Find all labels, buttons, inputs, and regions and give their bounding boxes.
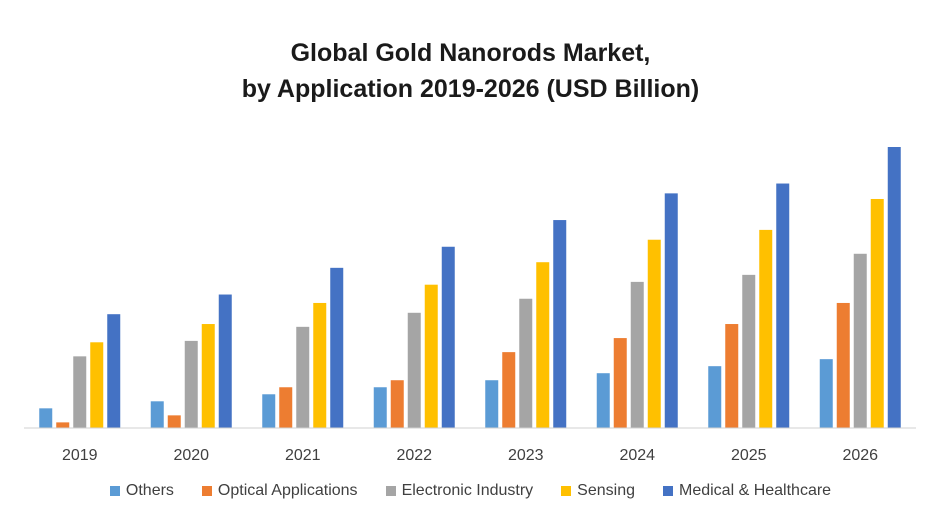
bar-medical-healthcare-2024: [664, 193, 678, 428]
bar-optical-applications-2021: [279, 387, 293, 428]
bar-others-2025: [708, 366, 722, 428]
bar-optical-applications-2026: [836, 302, 850, 428]
bar-optical-applications-2024: [613, 338, 627, 428]
bar-sensing-2022: [424, 284, 438, 428]
bar-electronic-industry-2021: [296, 326, 310, 428]
bar-medical-healthcare-2021: [330, 267, 344, 428]
x-tick-label: 2020: [173, 447, 209, 464]
bar-medical-healthcare-2020: [218, 294, 232, 428]
bar-electronic-industry-2022: [407, 312, 421, 428]
bar-others-2026: [819, 359, 833, 428]
chart-legend: Others Optical Applications Electronic Ind…: [0, 482, 941, 500]
legend-swatch: [201, 486, 212, 496]
x-tick-label: 2023: [508, 447, 544, 464]
bar-sensing-2023: [536, 262, 550, 428]
bar-medical-healthcare-2022: [441, 246, 455, 428]
bar-others-2022: [373, 387, 387, 428]
legend-item: Optical Applications: [201, 482, 358, 500]
x-tick-label: 2024: [619, 447, 655, 464]
bar-medical-healthcare-2025: [776, 183, 790, 428]
bar-medical-healthcare-2019: [107, 314, 121, 428]
bar-optical-applications-2020: [167, 415, 181, 428]
bar-others-2021: [262, 394, 276, 428]
x-tick-label: 2019: [62, 447, 98, 464]
bar-others-2024: [596, 373, 610, 428]
legend-swatch: [109, 486, 120, 496]
bar-optical-applications-2023: [502, 352, 516, 428]
chart-title-line2: by Application 2019-2026 (USD Billion): [241, 75, 700, 103]
bar-electronic-industry-2023: [519, 298, 533, 428]
legend-item: Sensing: [561, 482, 635, 500]
legend-swatch: [561, 486, 572, 496]
chart-title-line1: Global Gold Nanorods Market,: [290, 39, 651, 67]
legend-item: Others: [109, 482, 174, 500]
bar-medical-healthcare-2023: [553, 220, 567, 428]
bar-electronic-industry-2019: [73, 356, 87, 428]
legend-item: Medical & Healthcare: [663, 482, 831, 500]
bar-sensing-2021: [313, 302, 327, 428]
bar-electronic-industry-2024: [630, 281, 644, 428]
bar-others-2019: [39, 408, 53, 428]
bar-optical-applications-2022: [390, 380, 404, 428]
legend-label: Sensing: [577, 482, 635, 499]
bar-sensing-2024: [647, 239, 661, 428]
x-tick-label: 2021: [285, 447, 321, 464]
legend-item: Electronic Industry: [385, 482, 534, 500]
legend-label: Optical Applications: [217, 482, 358, 499]
legend-label: Others: [125, 482, 174, 499]
bar-others-2020: [150, 401, 164, 428]
bar-electronic-industry-2020: [184, 340, 198, 428]
bar-optical-applications-2019: [56, 422, 70, 428]
bar-electronic-industry-2025: [742, 274, 756, 428]
legend-label: Electronic Industry: [401, 482, 534, 499]
bar-sensing-2025: [759, 229, 773, 428]
bar-electronic-industry-2026: [853, 253, 867, 428]
x-tick-label: 2025: [731, 447, 767, 464]
bar-sensing-2019: [90, 342, 104, 428]
legend-swatch: [385, 486, 396, 496]
bar-sensing-2026: [870, 198, 884, 428]
bar-optical-applications-2025: [725, 324, 739, 428]
x-tick-label: 2022: [396, 447, 432, 464]
bar-sensing-2020: [201, 324, 215, 428]
x-tick-label: 2026: [842, 447, 878, 464]
bar-medical-healthcare-2026: [887, 147, 901, 428]
bar-others-2023: [485, 380, 499, 428]
legend-swatch: [663, 486, 673, 496]
legend-label: Medical & Healthcare: [679, 482, 832, 499]
